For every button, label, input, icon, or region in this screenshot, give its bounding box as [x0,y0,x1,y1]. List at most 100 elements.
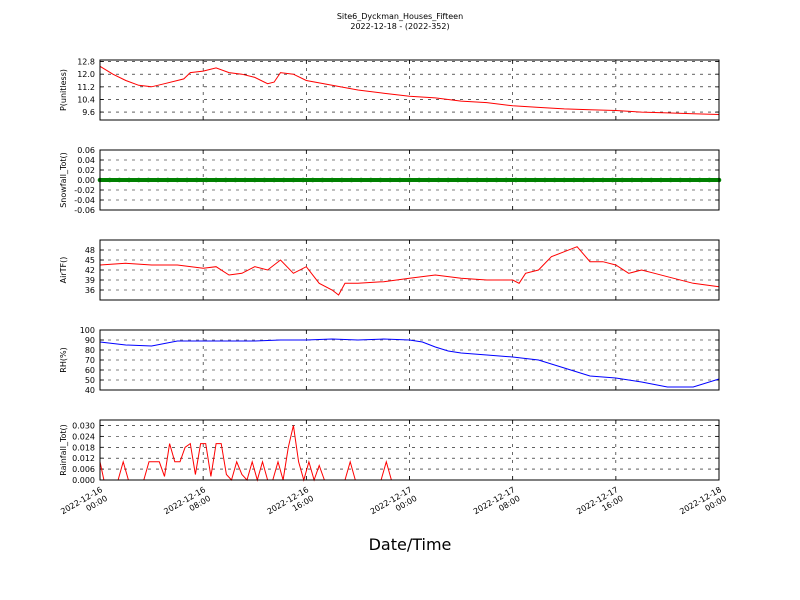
series-line-1 [99,65,720,115]
snowfall-point [542,177,548,183]
snowfall-point [436,177,441,183]
snowfall-point [387,177,393,183]
snowfall-point [368,177,374,183]
y-tick-label: -0.06 [74,206,95,215]
snowfall-point [678,177,683,183]
y-tick-label: 100 [80,326,95,335]
snowfall-point [233,177,238,183]
y-tick-label: 0.018 [72,443,95,452]
snowfall-point [707,177,712,183]
y-axis-label: P(unitless) [59,69,68,111]
snowfall-point [639,177,644,183]
x-axis-label: Date/Time [369,535,452,554]
snowfall-point [407,177,412,183]
snowfall-point [329,177,335,183]
snowfall-point [503,177,509,183]
snowfall-point [252,177,258,183]
y-tick-label: 0.00 [77,176,95,185]
snowfall-point [281,177,287,183]
y-tick-label: 12.8 [77,58,95,67]
snowfall-point [397,177,403,183]
snowfall-point [561,177,567,183]
y-tick-label: 0.02 [77,166,95,175]
panel-2: -0.06-0.04-0.020.000.020.040.06 Snowfall_… [59,146,722,215]
snowfall-point [204,177,209,183]
snowfall-point [697,177,702,183]
y-tick-label: 0.024 [72,432,95,441]
snowfall-point [339,177,345,183]
y-tick-label: 12.0 [77,70,95,79]
snowfall-point [165,177,171,183]
y-axis-label: RH(%) [59,347,68,372]
y-tick-label: 0.04 [77,156,95,165]
snowfall-point [310,177,316,183]
snowfall-point [445,177,451,183]
snowfall-point [552,177,557,183]
snowfall-point [571,177,577,183]
snowfall-point [610,177,615,183]
snowfall-point [687,177,693,183]
snowfall-point [523,177,528,183]
snowfall-point [619,177,625,183]
snowfall-point [136,177,141,183]
snowfall-point [455,177,461,183]
y-tick-label: 10.4 [77,95,95,104]
y-tick-label: 45 [85,256,95,265]
snowfall-point [532,177,538,183]
snowfall-point [513,177,519,183]
snowfall-point [271,177,277,183]
panel-frame [99,149,720,211]
y-tick-label: 80 [85,346,95,355]
y-tick-label: 90 [85,336,95,345]
snowfall-point [320,177,325,183]
snowfall-point [465,177,470,183]
panel-frame [99,59,720,121]
y-tick-label: 0.006 [72,465,95,474]
snowfall-point [358,177,364,183]
snowfall-point [223,177,229,183]
y-axis-label: AirTF() [59,257,68,284]
snowfall-point [126,177,132,183]
snowfall-point [349,177,354,183]
y-tick-label: 39 [85,276,95,285]
snowfall-point [426,177,432,183]
snowfall-point [581,177,586,183]
y-axis-label: Rainfall_Tot() [59,424,68,476]
y-tick-label: 0.012 [72,454,95,463]
y-tick-label: 0.030 [72,421,95,430]
snowfall-point [107,177,112,183]
y-tick-label: 40 [85,386,95,395]
y-tick-label: 70 [85,356,95,365]
snowfall-point [117,177,122,183]
snowfall-point [155,177,161,183]
snowfall-point [194,177,200,183]
y-tick-label: -0.04 [74,196,95,205]
panel-1: 9.6 10.4 11.2 12.0 12.8 P(unitless) [59,58,720,121]
y-tick-label: -0.02 [74,186,95,195]
panel-frame [99,419,720,481]
snowfall-point [658,177,664,183]
series-line-4 [99,338,720,388]
panel-5: 0.000 0.006 0.012 0.018 0.024 0.030 Rainfall_T… [59,419,720,485]
snowfall-point [213,177,219,183]
panel-frame [99,239,720,301]
y-tick-label: 0.000 [72,476,95,485]
snowfall-point [146,177,151,183]
y-tick-label: 9.6 [82,108,95,117]
snowfall-point [484,177,490,183]
snowfall-point [184,177,190,183]
snowfall-point [262,177,267,183]
snowfall-point [648,177,654,183]
snowfall-point [600,177,606,183]
snowfall-point [474,177,480,183]
